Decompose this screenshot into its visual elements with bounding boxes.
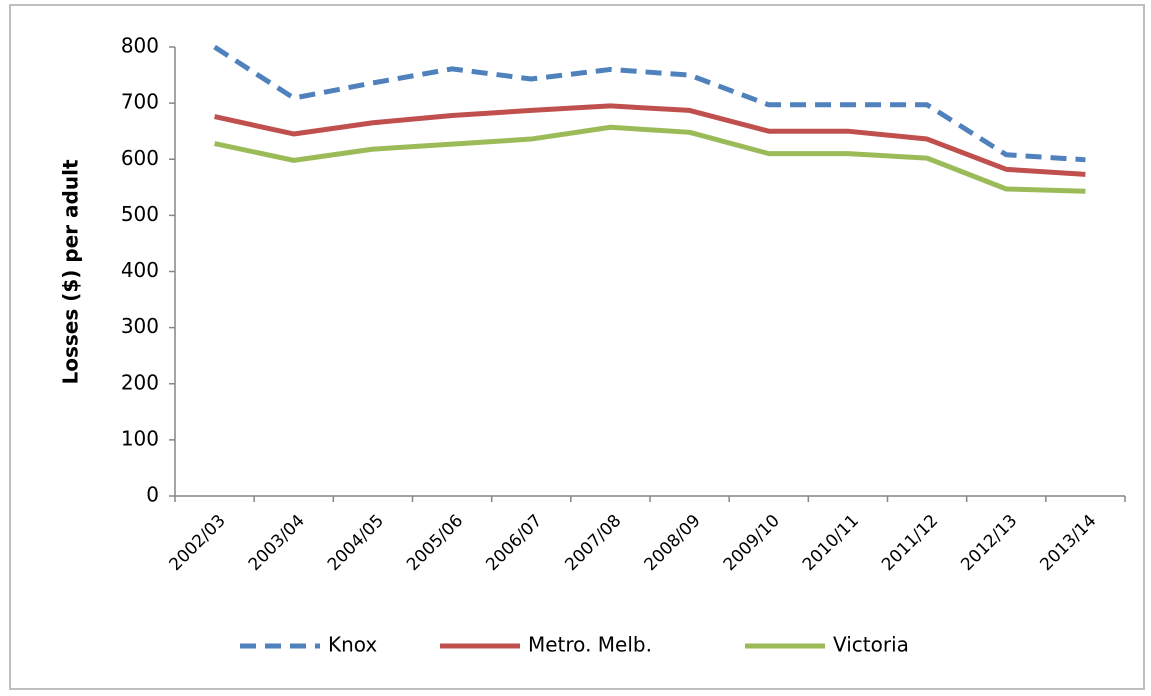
y-tick-label: 500 — [121, 202, 159, 226]
legend-label: Victoria — [833, 633, 909, 657]
legend-label: Knox — [328, 633, 377, 657]
series-line — [214, 103, 1086, 177]
y-tick-label: 0 — [146, 483, 159, 507]
y-tick-label: 400 — [121, 258, 159, 282]
y-tick-label: 100 — [121, 426, 159, 450]
y-tick-label: 700 — [121, 90, 159, 114]
y-axis-label: Losses ($) per adult — [59, 159, 83, 384]
y-tick-label: 200 — [121, 370, 159, 394]
series-line — [213, 44, 1086, 163]
y-tick-label: 300 — [121, 314, 159, 338]
y-tick-label: 800 — [121, 34, 159, 58]
y-tick-label: 600 — [121, 146, 159, 170]
series-line — [214, 124, 1086, 194]
legend-label: Metro. Melb. — [528, 633, 652, 657]
chart-border — [9, 4, 1145, 690]
